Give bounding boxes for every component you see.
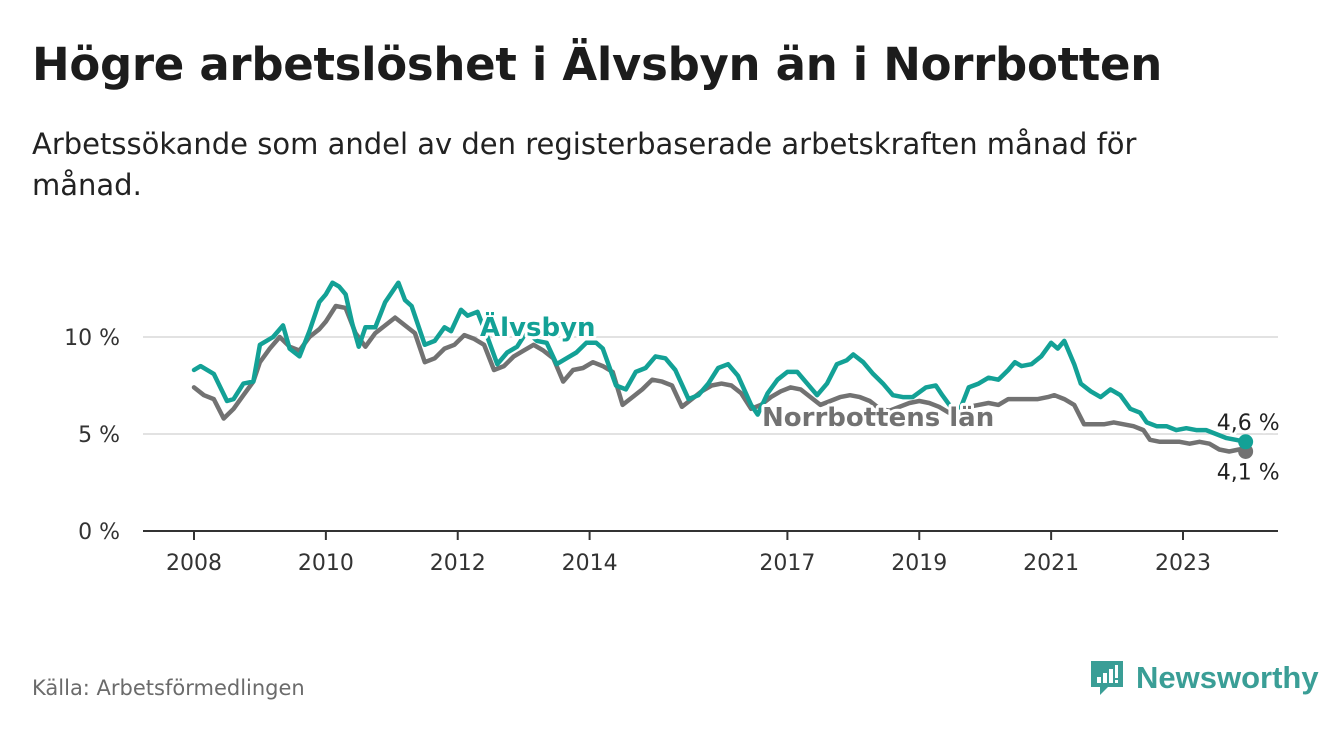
x-tick-label: 2008 xyxy=(166,551,222,576)
x-tick-label: 2012 xyxy=(430,551,486,576)
line-chart: 0 % 5 % 10 % 2008 2010 2012 2014 2017 2019 2021 20… xyxy=(64,280,1283,576)
series-layer xyxy=(191,280,1254,459)
series-line-alvsbyn xyxy=(191,280,1248,445)
chart-subtitle: Arbetssökande som andel av den registerb… xyxy=(32,127,1137,202)
x-tick-label: 2010 xyxy=(298,551,354,576)
series-label-norrbotten: Norrbottens län xyxy=(762,403,994,433)
chart-title: Högre arbetslöshet i Älvsbyn än i Norrbo… xyxy=(32,38,1162,91)
series-end-marker-alvsbyn xyxy=(1238,434,1254,450)
grid-layer xyxy=(143,336,1278,435)
series-line-norrbotten xyxy=(191,303,1248,454)
axis-layer: 0 % 5 % 10 % 2008 2010 2012 2014 2017 2019 2021 20… xyxy=(64,326,1278,576)
newsworthy-logo-icon xyxy=(1091,661,1123,695)
x-tick-label: 2014 xyxy=(562,551,618,576)
y-tick-label: 0 % xyxy=(78,520,120,545)
x-tick-label: 2019 xyxy=(891,551,947,576)
x-tick-label: 2017 xyxy=(759,551,815,576)
source-note: Källa: Arbetsförmedlingen xyxy=(32,676,305,700)
series-label-alvsbyn: Älvsbyn xyxy=(480,311,596,343)
brand-name: Newsworthy xyxy=(1136,660,1319,695)
y-tick-label: 5 % xyxy=(78,423,120,448)
y-tick-label: 10 % xyxy=(64,326,120,351)
end-value-label-norrbotten: 4,1 % xyxy=(1217,460,1280,485)
brand-logo-block[interactable]: Newsworthy xyxy=(1088,658,1319,698)
x-tick-label: 2023 xyxy=(1155,551,1211,576)
end-value-label-alvsbyn: 4,6 % xyxy=(1217,411,1280,436)
label-layer: Älvsbyn Norrbottens län 4,6 % 4,1 % xyxy=(477,308,1283,488)
x-tick-label: 2021 xyxy=(1023,551,1079,576)
